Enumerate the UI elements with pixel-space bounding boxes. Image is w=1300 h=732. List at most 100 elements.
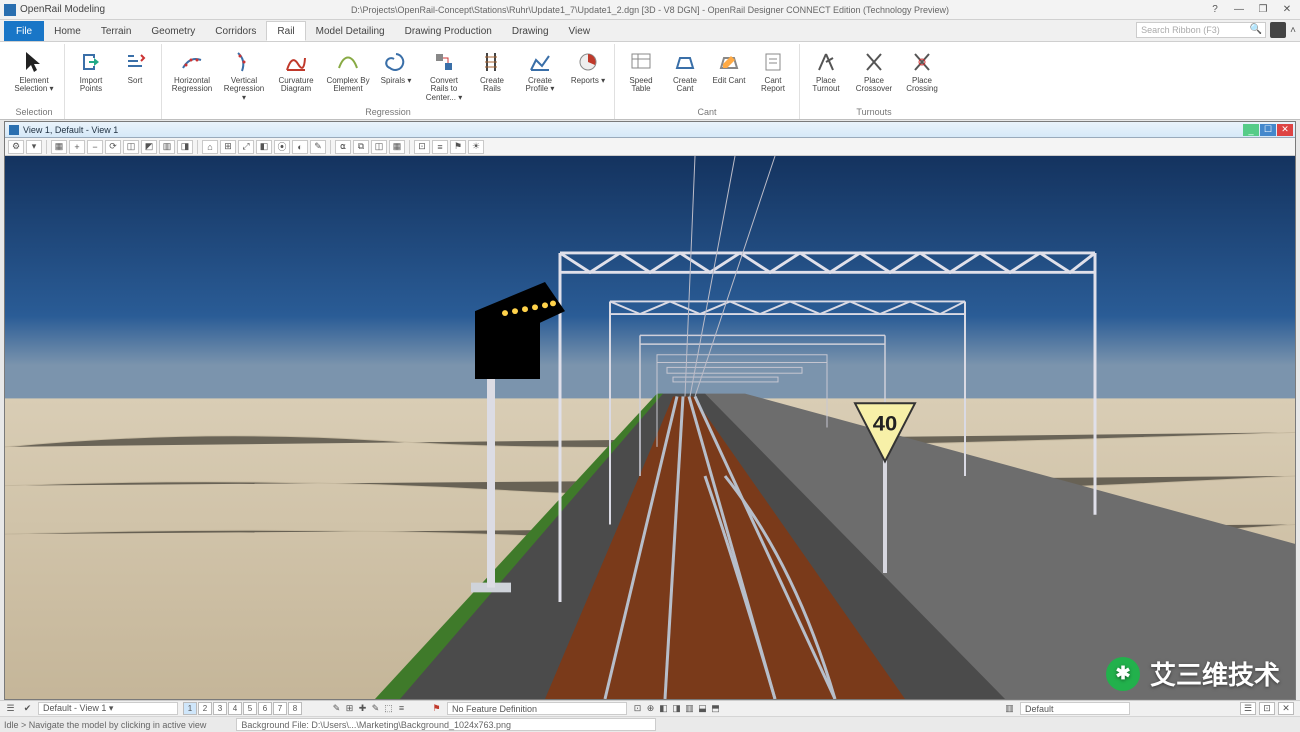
sb-tool-1[interactable]: ⊞ [343,702,356,715]
sb-right-1[interactable]: ⊡ [1259,702,1275,715]
view-tool-8[interactable]: ▥ [159,140,175,154]
view-tool-17[interactable]: ⍺ [335,140,351,154]
view-tool-15[interactable]: ◐ [292,140,308,154]
ribbon-tab-drawing-production[interactable]: Drawing Production [395,21,502,41]
view-button-1[interactable]: 1 [183,702,197,715]
view-tool-7[interactable]: ◩ [141,140,157,154]
view-tool-1[interactable]: ▾ [26,140,42,154]
sb-tool-3[interactable]: ✎ [369,702,382,715]
speed-table-icon [628,49,654,75]
feature-def-icon: ⚑ [430,702,443,715]
sb-tool2-5[interactable]: ⬓ [696,702,709,715]
restore-button[interactable]: ❐ [1252,3,1274,17]
sb-tool-0[interactable]: ✎ [330,702,343,715]
sb-menu-icon[interactable]: ☰ [4,702,17,715]
vertical-regression-button[interactable]: Vertical Regression ▾ [220,46,268,105]
help-button[interactable]: ? [1204,3,1226,17]
reports-button[interactable]: Reports ▾ [568,46,608,105]
create-rails-button[interactable]: Create Rails [472,46,512,105]
sb-check-icon[interactable]: ✔ [21,702,34,715]
view-minimize-button[interactable]: _ [1243,124,1259,136]
file-tab[interactable]: File [4,21,44,41]
view-button-4[interactable]: 4 [228,702,242,715]
ribbon-tab-drawing[interactable]: Drawing [502,21,559,41]
place-crossover-button[interactable]: Place Crossover [850,46,898,102]
sb-tool-5[interactable]: ≡ [395,702,408,715]
view-tool-10[interactable]: ⌂ [202,140,218,154]
create-rails-label: Create Rails [474,77,510,94]
create-cant-button[interactable]: Create Cant [665,46,705,102]
feature-definition-field[interactable]: No Feature Definition [447,702,627,715]
sb-tool2-3[interactable]: ◨ [670,702,683,715]
view-tool-11[interactable]: ⊞ [220,140,236,154]
view-button-3[interactable]: 3 [213,702,227,715]
curvature-diagram-button[interactable]: Curvature Diagram [272,46,320,105]
sb-right-2[interactable]: ✕ [1278,702,1294,715]
view-tool-6[interactable]: ◫ [123,140,139,154]
ribbon-tab-view[interactable]: View [559,21,601,41]
view-tool-4[interactable]: − [87,140,103,154]
view-button-7[interactable]: 7 [273,702,287,715]
sb-tool2-2[interactable]: ◧ [657,702,670,715]
horizontal-regression-button[interactable]: Horizontal Regression [168,46,216,105]
view-tool-21[interactable]: ⊡ [414,140,430,154]
close-button[interactable]: ✕ [1276,3,1298,17]
ribbon-tab-geometry[interactable]: Geometry [141,21,205,41]
view-tool-12[interactable]: ⤢ [238,140,254,154]
ribbon-tab-terrain[interactable]: Terrain [91,21,142,41]
sb-tool2-6[interactable]: ⬒ [709,702,722,715]
sb-right-0[interactable]: ☰ [1240,702,1256,715]
view-tool-5[interactable]: ⟳ [105,140,121,154]
ribbon-tab-rail[interactable]: Rail [266,21,305,41]
view-tool-20[interactable]: ▦ [389,140,405,154]
view-tool-16[interactable]: ✎ [310,140,326,154]
view-tool-23[interactable]: ⚑ [450,140,466,154]
active-level-field[interactable]: Default [1020,702,1130,715]
create-profile-button[interactable]: Create Profile ▾ [516,46,564,105]
minimize-button[interactable]: — [1228,3,1250,17]
ribbon-tab-model-detailing[interactable]: Model Detailing [306,21,395,41]
view-tool-3[interactable]: + [69,140,85,154]
ribbon-search[interactable]: Search Ribbon (F3) 🔍 [1136,22,1266,38]
spirals-button[interactable]: Spirals ▾ [376,46,416,105]
view-tool-19[interactable]: ◫ [371,140,387,154]
view-tool-22[interactable]: ≡ [432,140,448,154]
ribbon-group-label: Selection [15,107,52,119]
view-button-5[interactable]: 5 [243,702,257,715]
sb-tool-2[interactable]: ✚ [356,702,369,715]
view-button-2[interactable]: 2 [198,702,212,715]
sb-view-selector[interactable]: Default - View 1 ▾ [38,702,178,715]
view-tool-9[interactable]: ◨ [177,140,193,154]
viewport-3d[interactable]: 40 [5,156,1295,699]
view-maximize-button[interactable]: ☐ [1260,124,1276,136]
view-close-button[interactable]: ✕ [1277,124,1293,136]
sb-tool2-4[interactable]: ▥ [683,702,696,715]
view-tool-13[interactable]: ◧ [256,140,272,154]
user-icon[interactable] [1270,22,1286,38]
view-tool-18[interactable]: ⧉ [353,140,369,154]
sb-tool2-0[interactable]: ⊡ [631,702,644,715]
view-button-8[interactable]: 8 [288,702,302,715]
edit-cant-button[interactable]: Edit Cant [709,46,749,102]
speed-table-button[interactable]: Speed Table [621,46,661,102]
sb-tool2-1[interactable]: ⊕ [644,702,657,715]
place-crossover-label: Place Crossover [852,77,896,94]
view-button-6[interactable]: 6 [258,702,272,715]
sb-tool-4[interactable]: ⬚ [382,702,395,715]
view-tool-24[interactable]: ☀ [468,140,484,154]
place-turnout-button[interactable]: Place Turnout [806,46,846,102]
ribbon-tab-home[interactable]: Home [44,21,91,41]
view-tool-2[interactable]: ▦ [51,140,67,154]
edit-cant-icon [716,49,742,75]
convert-rails-button[interactable]: Convert Rails to Center... ▾ [420,46,468,105]
view-tool-0[interactable]: ⚙ [8,140,24,154]
import-points-button[interactable]: Import Points [71,46,111,102]
place-crossing-button[interactable]: Place Crossing [902,46,942,102]
ribbon-collapse-icon[interactable]: ˄ [1290,25,1296,36]
view-tool-14[interactable]: ⦿ [274,140,290,154]
complex-by-element-button[interactable]: Complex By Element [324,46,372,105]
element-selection-button[interactable]: Element Selection ▾ [10,46,58,102]
sort-button[interactable]: Sort [115,46,155,102]
cant-report-button[interactable]: Cant Report [753,46,793,102]
ribbon-tab-corridors[interactable]: Corridors [205,21,266,41]
